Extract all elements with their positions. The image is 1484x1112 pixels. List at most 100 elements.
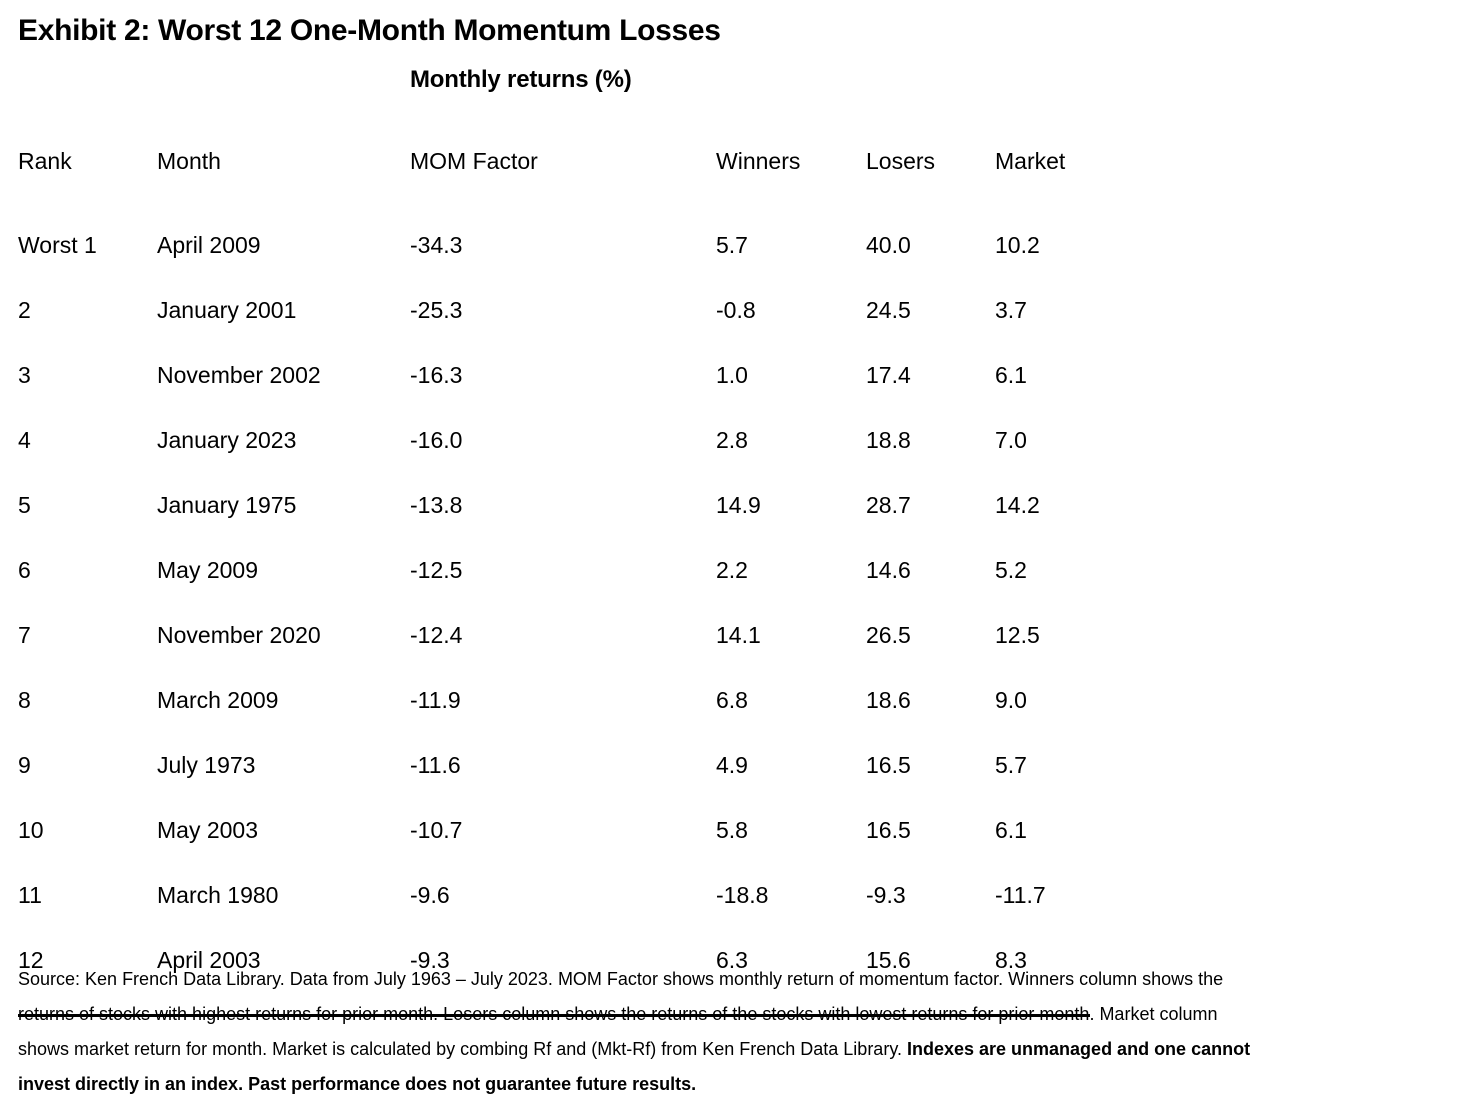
table-cell: 6.1 <box>995 362 1027 388</box>
column-header-mom-factor: MOM Factor <box>410 148 538 174</box>
table-cell: January 2001 <box>157 297 297 323</box>
table-cell: -18.8 <box>716 882 769 908</box>
table-cell: 28.7 <box>866 492 911 518</box>
source-note-disclaimer: Indexes are unmanaged and one cannot <box>906 1039 1251 1059</box>
source-note-text: Source: Ken French Data Library. Data fr… <box>18 969 1224 989</box>
table-cell: 7.0 <box>995 427 1027 453</box>
table-cell: 2.2 <box>716 557 748 583</box>
table-cell: -25.3 <box>410 297 463 323</box>
table-cell: March 1980 <box>157 882 279 908</box>
table-cell: -11.7 <box>995 882 1046 908</box>
table-cell: 8 <box>18 687 31 713</box>
table-cell: 16.5 <box>866 817 911 843</box>
table-row: 9 July 1973 -11.6 4.9 16.5 5.7 <box>18 743 1090 808</box>
table-cell: 4.9 <box>716 752 748 778</box>
table-cell: 1.0 <box>716 362 748 388</box>
table-cell: 6.3 <box>716 947 748 973</box>
table-cell: 24.5 <box>866 297 911 323</box>
table-cell: November 2002 <box>157 362 321 388</box>
table-cell: 4 <box>18 427 31 453</box>
source-note-line: returns of stocks with highest returns f… <box>18 997 1474 1032</box>
table-row: 11 March 1980 -9.6 -18.8 -9.3 -11.7 <box>18 873 1090 938</box>
table-cell: 5.7 <box>995 752 1027 778</box>
table-bottom-rule <box>18 1014 1090 1017</box>
source-note: Source: Ken French Data Library. Data fr… <box>18 962 1474 1102</box>
table-cell: 10 <box>18 817 44 843</box>
table-body: Worst 1 April 2009 -34.3 5.7 40.0 10.2 2 Januar… <box>18 223 1090 1003</box>
table-cell: 12.5 <box>995 622 1040 648</box>
table-cell: -9.3 <box>866 882 906 908</box>
table-cell: -12.5 <box>410 557 463 583</box>
table-cell: 14.6 <box>866 557 911 583</box>
table-cell: 5.7 <box>716 232 748 258</box>
table-row: 2 January 2001 -25.3 -0.8 24.5 3.7 <box>18 288 1090 353</box>
table-cell: 6.8 <box>716 687 748 713</box>
table-cell: 9.0 <box>995 687 1027 713</box>
table-cell: -10.7 <box>410 817 463 843</box>
table-cell: 3 <box>18 362 31 388</box>
table-header-row: Rank Month MOM Factor Winners Losers Mar… <box>18 140 1090 223</box>
table-cell: 18.6 <box>866 687 911 713</box>
table-row: 12 April 2003 -9.3 6.3 15.6 8.3 <box>18 938 1090 1003</box>
table-row: 7 November 2020 -12.4 14.1 26.5 12.5 <box>18 613 1090 678</box>
table-cell: 10.2 <box>995 232 1040 258</box>
table-cell: January 2023 <box>157 427 297 453</box>
table-cell: Worst 1 <box>18 232 97 258</box>
table-cell: -16.0 <box>410 427 463 453</box>
table-cell: 18.8 <box>866 427 911 453</box>
table-cell: 15.6 <box>866 947 911 973</box>
table-row: Worst 1 April 2009 -34.3 5.7 40.0 10.2 <box>18 223 1090 288</box>
table-cell: -34.3 <box>410 232 463 258</box>
exhibit-subtitle: Monthly returns (%) <box>410 66 632 93</box>
table-cell: November 2020 <box>157 622 321 648</box>
table-cell: -9.6 <box>410 882 450 908</box>
table-cell: 5.2 <box>995 557 1027 583</box>
table-cell: 8.3 <box>995 947 1027 973</box>
table-cell: 6 <box>18 557 31 583</box>
table-cell: March 2009 <box>157 687 279 713</box>
table-row: 3 November 2002 -16.3 1.0 17.4 6.1 <box>18 353 1090 418</box>
table-cell: 5.8 <box>716 817 748 843</box>
table-cell: 14.1 <box>716 622 761 648</box>
table-cell: 17.4 <box>866 362 911 388</box>
column-header-rank: Rank <box>18 148 72 174</box>
exhibit-title: Exhibit 2: Worst 12 One-Month Momentum L… <box>18 14 721 47</box>
table-cell: 3.7 <box>995 297 1027 323</box>
table-cell: 40.0 <box>866 232 911 258</box>
column-header-month: Month <box>157 148 221 174</box>
table-row: 6 May 2009 -12.5 2.2 14.6 5.2 <box>18 548 1090 613</box>
table-header: Rank Month MOM Factor Winners Losers Mar… <box>18 140 1090 223</box>
table-cell: 2.8 <box>716 427 748 453</box>
source-note-disclaimer: invest directly in an index. Past perfor… <box>18 1074 697 1094</box>
table-cell: January 1975 <box>157 492 297 518</box>
table-cell: -13.8 <box>410 492 463 518</box>
table-cell: 26.5 <box>866 622 911 648</box>
table-cell: -11.6 <box>410 752 461 778</box>
source-note-text: returns of stocks with highest returns f… <box>18 1004 1218 1024</box>
table-cell: -12.4 <box>410 622 463 648</box>
table-cell: -16.3 <box>410 362 463 388</box>
table-cell: -11.9 <box>410 687 461 713</box>
column-header-losers: Losers <box>866 148 936 174</box>
source-note-text: shows market return for month. Market is… <box>18 1039 907 1059</box>
table-cell: -0.8 <box>716 297 756 323</box>
table-cell: 7 <box>18 622 31 648</box>
table-cell: 6.1 <box>995 817 1027 843</box>
table-cell: April 2009 <box>157 232 261 258</box>
table-cell: April 2003 <box>157 947 261 973</box>
column-header-market: Market <box>995 148 1066 174</box>
table-cell: 11 <box>18 882 42 908</box>
table-cell: May 2009 <box>157 557 259 583</box>
table-row: 10 May 2003 -10.7 5.8 16.5 6.1 <box>18 808 1090 873</box>
table-cell: 5 <box>18 492 31 518</box>
column-header-winners: Winners <box>716 148 801 174</box>
table-cell: July 1973 <box>157 752 256 778</box>
table-cell: 16.5 <box>866 752 911 778</box>
table-cell: 9 <box>18 752 31 778</box>
table-cell: -9.3 <box>410 947 450 973</box>
table-cell: 12 <box>18 947 44 973</box>
table-row: 5 January 1975 -13.8 14.9 28.7 14.2 <box>18 483 1090 548</box>
source-note-line: Source: Ken French Data Library. Data fr… <box>18 962 1474 997</box>
source-note-line: invest directly in an index. Past perfor… <box>18 1067 1474 1102</box>
